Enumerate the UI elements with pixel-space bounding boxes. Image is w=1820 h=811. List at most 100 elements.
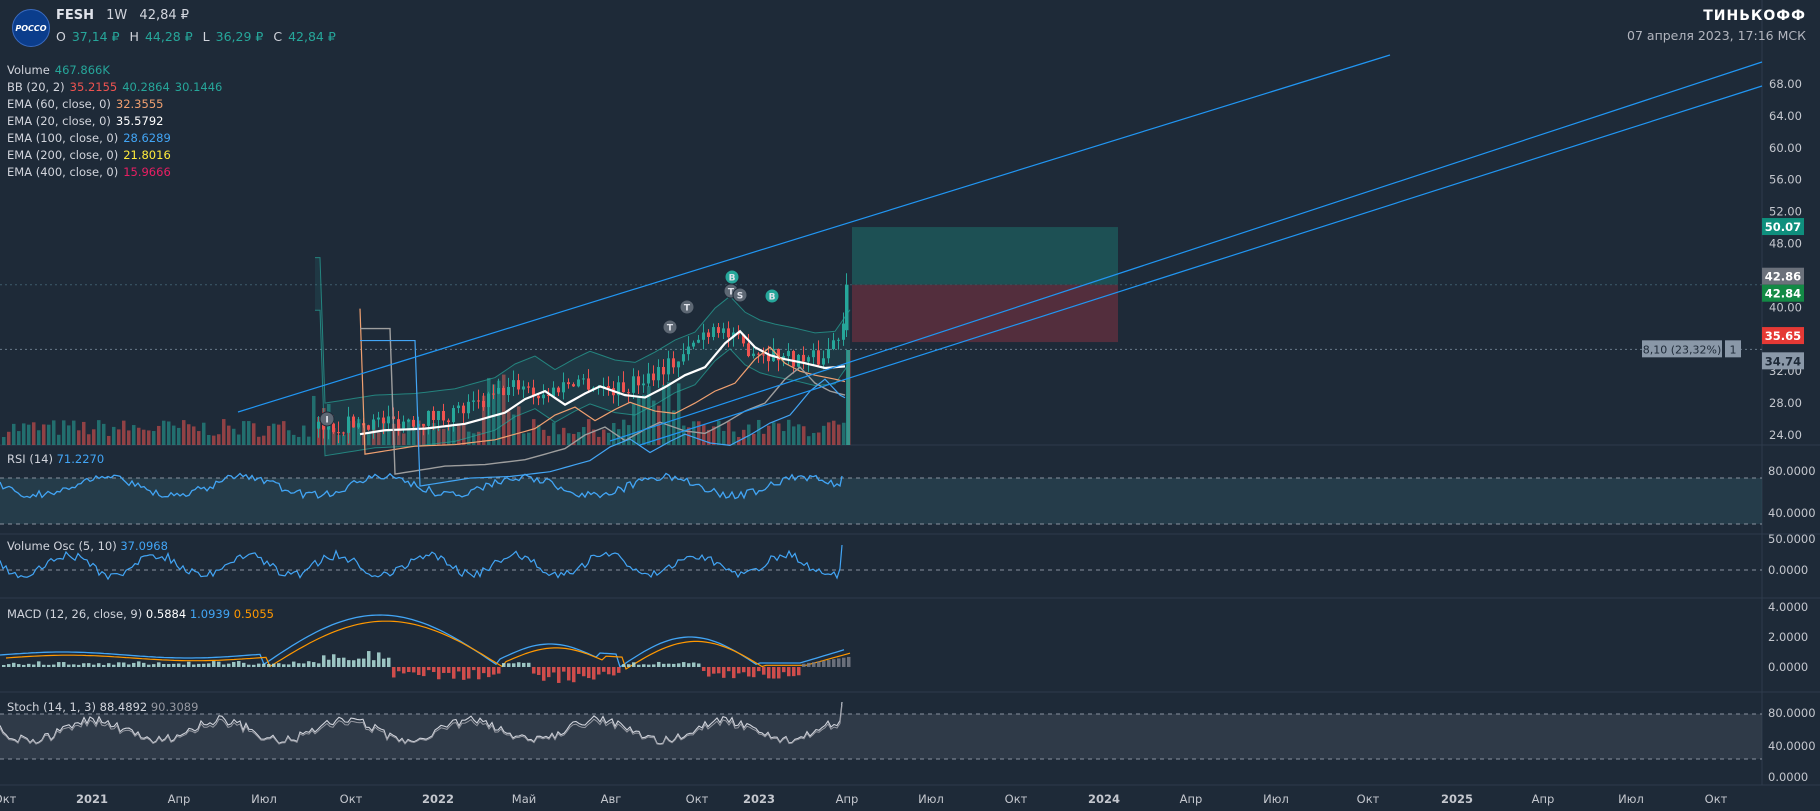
macd-bar <box>837 658 841 667</box>
volume-bar <box>517 406 521 445</box>
time-tick-label: Окт <box>0 792 17 806</box>
time-tick-label: 2023 <box>743 792 775 806</box>
symbol-name[interactable]: FESH <box>56 8 95 23</box>
candle-body <box>332 423 335 433</box>
macd-bar <box>797 667 801 676</box>
position-qty-bg <box>1725 340 1741 358</box>
volume-bar <box>812 432 816 445</box>
macd-bar <box>427 667 431 671</box>
macd-bar <box>522 662 526 667</box>
macd-bar <box>292 661 296 667</box>
legend-ema60[interactable]: EMA (60, close, 0) 32.3555 <box>7 97 163 111</box>
candle-body <box>842 323 845 340</box>
volume-bar <box>127 430 131 445</box>
legend-ema400[interactable]: EMA (400, close, 0) 15.9666 <box>7 165 171 179</box>
legend-ema20[interactable]: EMA (20, close, 0) 35.5792 <box>7 114 163 128</box>
candle-body <box>472 400 475 402</box>
candle-body <box>497 387 500 394</box>
volume-bar <box>542 429 546 445</box>
macd-bar <box>167 664 171 667</box>
current-price-badge: 42.84 <box>1765 287 1801 301</box>
macd-bar <box>707 667 711 677</box>
candle-body <box>622 382 625 393</box>
legend-volume-osc[interactable]: Volume Osc (5, 10) 37.0968 <box>7 539 168 553</box>
ema200-line <box>360 339 846 487</box>
macd-bar <box>372 660 376 667</box>
symbol-header: FESH 1W 42,84 ₽ <box>56 8 197 23</box>
legend-value: 0.5884 <box>145 607 187 621</box>
macd-histogram <box>2 651 851 683</box>
candle-body <box>357 423 360 428</box>
volume-bar <box>282 421 286 445</box>
volume-bar <box>662 384 666 445</box>
macd-bar <box>772 667 776 679</box>
macd-bar <box>432 667 436 673</box>
signal-marker-label: I <box>325 416 328 426</box>
macd-bar <box>387 657 391 667</box>
legend-macd[interactable]: MACD (12, 26, close, 9) 0.5884 1.0939 0.… <box>7 607 274 621</box>
volume-bar <box>297 436 301 445</box>
candle-body <box>617 382 620 396</box>
candle-body <box>767 355 770 362</box>
position-label-bg <box>1642 340 1722 358</box>
macd-bar <box>827 659 831 667</box>
volume-bar <box>587 419 591 445</box>
macd-bar <box>117 662 121 667</box>
macd-bar <box>37 661 41 667</box>
legend-value: 35.5792 <box>115 114 164 128</box>
candle-body <box>367 425 370 430</box>
volume-bar <box>377 432 381 445</box>
candle-body <box>402 421 405 429</box>
target-price-badge-bg <box>1762 218 1804 236</box>
candle-body <box>792 351 795 367</box>
legend-volume[interactable]: Volume 467.866K <box>7 63 110 77</box>
volume-bar <box>342 434 346 445</box>
macd-bar <box>537 667 541 675</box>
volume-bar <box>457 423 461 445</box>
macd-bar <box>412 667 416 673</box>
volume-bar <box>52 420 56 445</box>
macd-bar <box>507 663 511 667</box>
volume-bar <box>247 421 251 445</box>
legend-ema100[interactable]: EMA (100, close, 0) 28.6289 <box>7 131 171 145</box>
signal-marker-label: S <box>737 292 743 302</box>
volume-bar <box>332 428 336 445</box>
macd-bar <box>442 667 446 673</box>
legend-stoch[interactable]: Stoch (14, 1, 3) 88.4892 90.3089 <box>7 700 198 714</box>
legend-rsi[interactable]: RSI (14) 71.2270 <box>7 452 104 466</box>
volume-bar <box>402 433 406 445</box>
macd-bar <box>142 662 146 667</box>
volume-osc-line <box>0 544 843 581</box>
legend-label: MACD (12, 26, close, 9) <box>7 607 143 621</box>
macd-bar <box>482 667 486 674</box>
price-tick-label: 68.00 <box>1769 77 1802 91</box>
candle-body <box>672 358 675 368</box>
current-price-badge-gray: 42.86 <box>1765 270 1801 284</box>
volume-bar <box>702 424 706 445</box>
volume-bar <box>452 426 456 445</box>
candle-body <box>467 401 470 414</box>
volume-bar <box>82 421 86 445</box>
volume-bar <box>437 428 441 445</box>
macd-bar <box>627 664 631 667</box>
candle-body <box>697 339 700 343</box>
volume-bar <box>187 424 191 445</box>
macd-bar <box>752 667 756 678</box>
volume-bar <box>482 395 486 445</box>
legend-ema200[interactable]: EMA (200, close, 0) 21.8016 <box>7 148 171 162</box>
volume-bar <box>667 381 671 445</box>
candle-body <box>552 387 555 397</box>
legend-value: 0.5055 <box>233 607 274 621</box>
volume-bar <box>262 435 266 445</box>
legend-label: Volume Osc (5, 10) <box>7 539 117 553</box>
legend-bb[interactable]: BB (20, 2) 35.2155 40.2864 30.1446 <box>7 80 222 94</box>
candle-body <box>817 350 820 365</box>
interval[interactable]: 1W <box>106 8 128 23</box>
volume-bar <box>752 433 756 445</box>
volume-bar <box>502 374 506 445</box>
candle-body <box>537 395 540 399</box>
volume-bar <box>12 423 16 445</box>
macd-bar <box>657 661 661 667</box>
volume-bar <box>407 419 411 445</box>
